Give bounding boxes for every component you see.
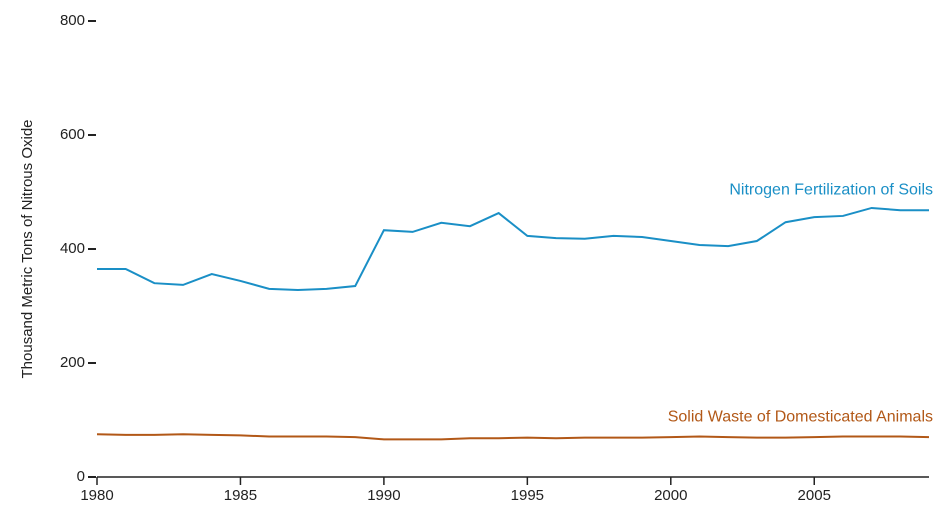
y-axis-label: Thousand Metric Tons of Nitrous Oxide	[19, 119, 36, 378]
x-tick-label: 1980	[80, 487, 113, 504]
x-tick-label: 1995	[511, 487, 544, 504]
x-tick-label: 1990	[367, 487, 400, 504]
series-line	[96, 433, 930, 441]
series-label: Nitrogen Fertilization of Soils	[729, 181, 933, 198]
x-tick-label: 2005	[798, 487, 831, 504]
y-tick-label: 200	[60, 354, 85, 371]
x-tick-label: 2000	[654, 487, 687, 504]
y-tick-label: 600	[60, 126, 85, 143]
x-tick-label: 1985	[224, 487, 257, 504]
y-tick-label: 800	[60, 12, 85, 29]
y-tick-label: 400	[60, 240, 85, 257]
y-tick-label: 0	[77, 468, 85, 485]
series-line	[97, 206, 929, 292]
series-label: Solid Waste of Domesticated Animals	[668, 408, 933, 425]
